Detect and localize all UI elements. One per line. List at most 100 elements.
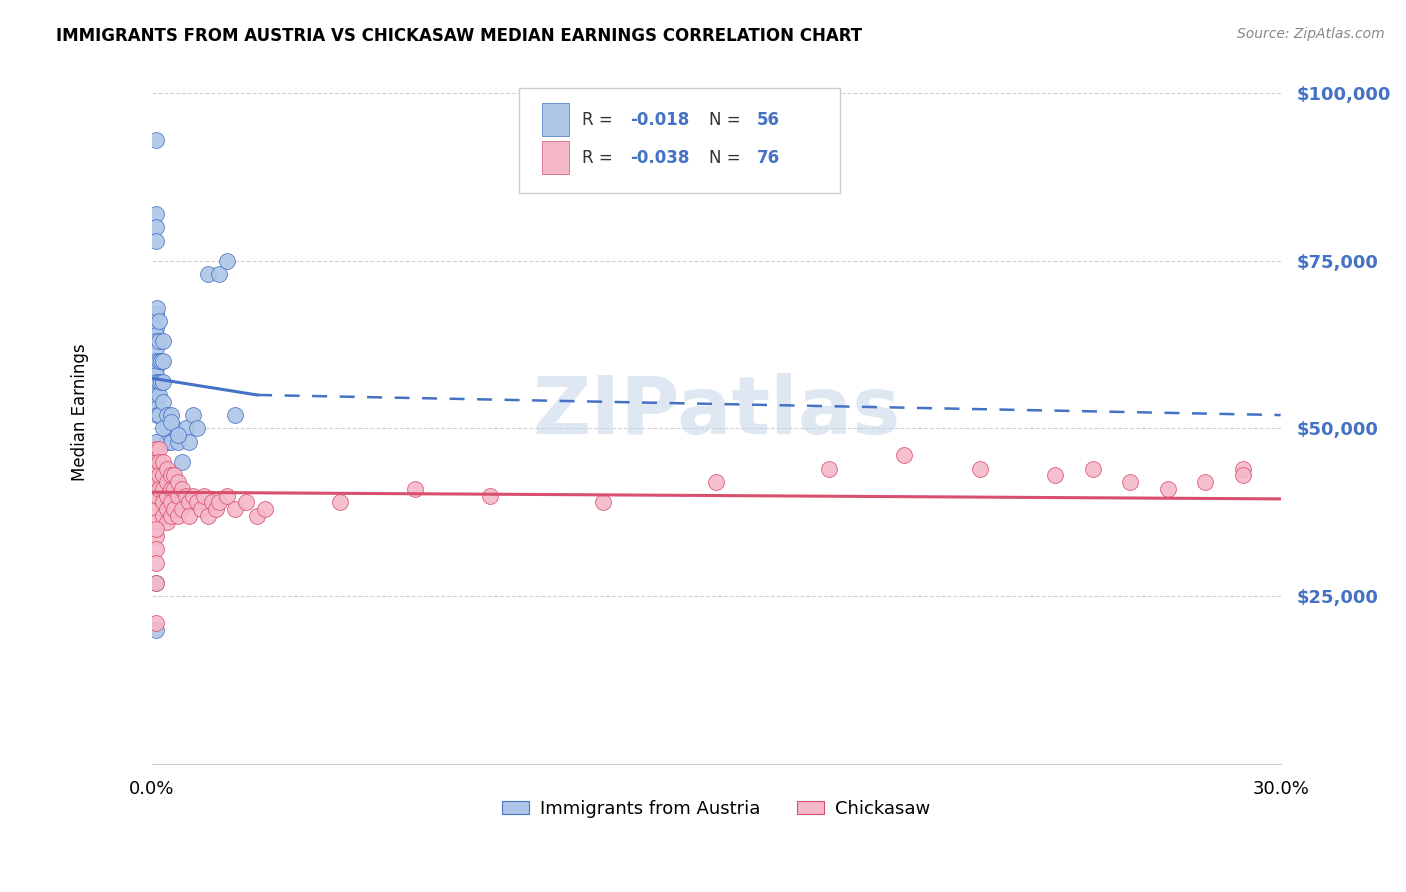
Point <box>152 375 174 389</box>
Point <box>145 615 167 630</box>
Point <box>181 489 204 503</box>
Point <box>146 489 169 503</box>
FancyBboxPatch shape <box>543 141 569 175</box>
Point <box>148 375 170 389</box>
Point <box>145 133 167 147</box>
Point <box>174 421 197 435</box>
Point <box>159 415 181 429</box>
Point <box>145 354 167 368</box>
Point <box>152 508 174 523</box>
Point <box>145 575 167 590</box>
Point <box>170 502 193 516</box>
Point <box>893 448 915 462</box>
Point <box>145 448 167 462</box>
Text: N =: N = <box>710 149 747 167</box>
Point <box>148 408 170 422</box>
Point <box>145 234 167 248</box>
Point <box>152 468 174 483</box>
Point <box>329 495 352 509</box>
Point <box>156 421 179 435</box>
Point <box>145 308 167 322</box>
Legend: Immigrants from Austria, Chickasaw: Immigrants from Austria, Chickasaw <box>495 793 938 825</box>
Point <box>145 516 167 530</box>
Point <box>179 495 201 509</box>
Point <box>156 489 179 503</box>
Point <box>170 455 193 469</box>
Point <box>1232 461 1254 475</box>
Point <box>148 455 170 469</box>
Point <box>146 401 169 416</box>
Point <box>145 522 167 536</box>
Point <box>193 489 215 503</box>
Point <box>148 354 170 368</box>
Point <box>156 434 179 449</box>
Point <box>190 502 212 516</box>
Point <box>145 220 167 235</box>
Point <box>146 301 169 315</box>
Point <box>145 361 167 376</box>
Point <box>152 421 174 435</box>
Point <box>156 475 179 490</box>
FancyBboxPatch shape <box>543 103 569 136</box>
Point <box>1043 468 1066 483</box>
Point <box>186 495 208 509</box>
Text: R =: R = <box>582 111 617 128</box>
Point <box>179 434 201 449</box>
Point <box>146 408 169 422</box>
Point <box>156 461 179 475</box>
Point <box>152 334 174 349</box>
Point <box>145 375 167 389</box>
Point <box>201 495 224 509</box>
Point <box>167 508 190 523</box>
Point <box>145 489 167 503</box>
Point <box>152 354 174 368</box>
Point <box>818 461 841 475</box>
Point <box>208 267 231 281</box>
Point <box>479 489 502 503</box>
Point <box>145 475 167 490</box>
Point <box>969 461 991 475</box>
Point <box>167 475 190 490</box>
Point <box>152 455 174 469</box>
Point <box>156 408 179 422</box>
Point <box>167 428 190 442</box>
Point <box>145 442 167 456</box>
Point <box>156 516 179 530</box>
Point <box>163 502 186 516</box>
Point <box>145 502 167 516</box>
Point <box>159 508 181 523</box>
Point <box>152 495 174 509</box>
Point <box>159 468 181 483</box>
Point <box>145 442 167 456</box>
Point <box>167 434 190 449</box>
Point <box>145 207 167 221</box>
Point <box>163 482 186 496</box>
Point <box>145 434 167 449</box>
Point <box>163 421 186 435</box>
Point <box>145 495 167 509</box>
Text: R =: R = <box>582 149 617 167</box>
Point <box>145 321 167 335</box>
Point <box>235 495 257 509</box>
Point <box>1157 482 1180 496</box>
Text: 56: 56 <box>756 111 780 128</box>
Point <box>1232 468 1254 483</box>
Point <box>404 482 426 496</box>
Point <box>148 314 170 328</box>
Point <box>150 375 173 389</box>
Point <box>145 623 167 637</box>
Point <box>224 408 246 422</box>
Point <box>704 475 727 490</box>
Point <box>145 327 167 342</box>
Point <box>145 575 167 590</box>
Text: IMMIGRANTS FROM AUSTRIA VS CHICKASAW MEDIAN EARNINGS CORRELATION CHART: IMMIGRANTS FROM AUSTRIA VS CHICKASAW MED… <box>56 27 862 45</box>
Point <box>148 388 170 402</box>
Point <box>145 368 167 382</box>
Point <box>170 482 193 496</box>
Point <box>159 482 181 496</box>
FancyBboxPatch shape <box>519 87 841 194</box>
Point <box>186 421 208 435</box>
Point <box>145 394 167 409</box>
Text: Source: ZipAtlas.com: Source: ZipAtlas.com <box>1237 27 1385 41</box>
Text: N =: N = <box>710 111 747 128</box>
